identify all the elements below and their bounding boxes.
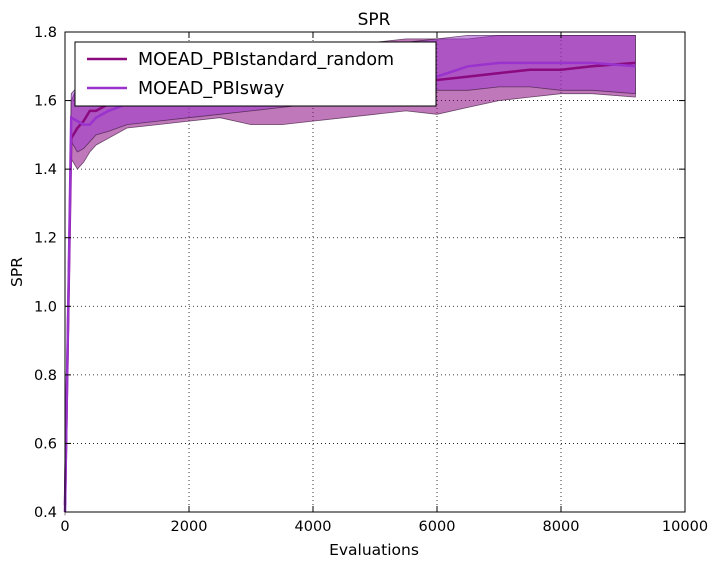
- ticks-layer: 0 2000 4000 6000 8000 10000 0.4 0.6 0.8 1.0 1.2 1.4…: [34, 25, 708, 535]
- y-tick-label: 1.6: [34, 94, 57, 110]
- y-axis-title: SPR: [8, 257, 26, 287]
- legend-label-sway: MOEAD_PBIsway: [138, 79, 284, 99]
- x-axis-title: Evaluations: [329, 541, 419, 559]
- chart-title: SPR: [358, 10, 391, 30]
- x-tick-label: 4000: [295, 519, 332, 535]
- x-tick-label: 2000: [171, 519, 208, 535]
- y-tick-label: 0.8: [34, 368, 57, 384]
- legend-label-standard-random: MOEAD_PBIstandard_random: [138, 50, 394, 70]
- x-tick-label: 6000: [419, 519, 456, 535]
- y-tick-label: 1.4: [34, 162, 57, 178]
- y-tick-label: 0.6: [34, 436, 57, 452]
- plot-frame: [64, 31, 686, 513]
- y-tick-label: 1.8: [34, 25, 57, 41]
- x-tick-label: 0: [60, 519, 69, 535]
- y-tick-label: 1.0: [34, 299, 57, 315]
- x-tick-label: 10000: [662, 519, 708, 535]
- x-tick-label: 8000: [543, 519, 580, 535]
- legend: MOEAD_PBIstandard_random MOEAD_PBIsway: [74, 41, 437, 107]
- y-tick-label: 1.2: [34, 231, 57, 247]
- legend-box: [74, 41, 437, 107]
- y-tick-label: 0.4: [34, 505, 57, 521]
